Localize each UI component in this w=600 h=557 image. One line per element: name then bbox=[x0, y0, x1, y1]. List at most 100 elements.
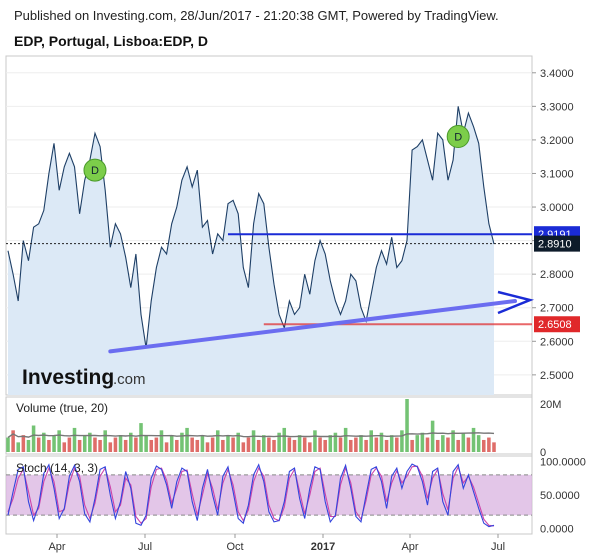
volume-bar bbox=[98, 439, 102, 452]
volume-bar bbox=[190, 437, 194, 452]
price-tick-label: 2.7000 bbox=[540, 303, 574, 315]
volume-bar bbox=[328, 435, 333, 452]
volume-tick-label: 0 bbox=[540, 447, 546, 459]
volume-bar bbox=[435, 439, 440, 452]
volume-bar bbox=[139, 423, 143, 452]
volume-bar bbox=[379, 432, 384, 452]
volume-bar bbox=[72, 427, 77, 452]
volume-bar bbox=[129, 432, 133, 452]
volume-bar bbox=[57, 430, 61, 452]
volume-title: Volume (true, 20) bbox=[16, 401, 108, 415]
volume-bar bbox=[461, 432, 466, 452]
volume-bar bbox=[400, 430, 404, 452]
volume-bar bbox=[313, 430, 317, 452]
volume-bar bbox=[62, 442, 67, 452]
volume-bar bbox=[364, 439, 368, 452]
x-tick-label: Jul bbox=[138, 541, 152, 553]
volume-bar bbox=[272, 439, 276, 452]
volume-bar bbox=[333, 432, 338, 452]
volume-bar bbox=[308, 442, 312, 452]
price-tick-label: 3.4000 bbox=[540, 68, 574, 80]
dividend-badge-label: D bbox=[454, 132, 462, 144]
support-label-box bbox=[534, 316, 580, 333]
volume-bar bbox=[410, 439, 414, 452]
volume-bar bbox=[323, 439, 327, 452]
volume-bar bbox=[354, 437, 358, 452]
volume-bar bbox=[123, 439, 128, 452]
volume-bar bbox=[481, 439, 486, 452]
volume-bar bbox=[11, 430, 15, 452]
price-area bbox=[8, 106, 494, 396]
volume-bar bbox=[262, 435, 266, 452]
volume-bar bbox=[221, 439, 225, 452]
volume-bar bbox=[36, 437, 41, 452]
price-tick-label: 3.0000 bbox=[540, 202, 574, 214]
volume-bar bbox=[118, 435, 123, 452]
stoch-tick-label: 0.0000 bbox=[540, 524, 574, 536]
volume-bar bbox=[77, 439, 82, 452]
volume-bar bbox=[374, 437, 379, 452]
volume-bar bbox=[451, 430, 455, 452]
dividend-badge bbox=[446, 125, 470, 149]
volume-bar bbox=[169, 435, 174, 452]
stoch-k-line bbox=[7, 463, 495, 528]
volume-bar bbox=[251, 430, 256, 452]
volume-bar bbox=[359, 435, 363, 452]
volume-bar bbox=[31, 425, 36, 452]
volume-bar bbox=[297, 435, 302, 452]
volume-bar bbox=[302, 437, 307, 452]
volume-bar bbox=[446, 437, 450, 452]
support-label: 2.6508 bbox=[538, 319, 572, 331]
volume-bar bbox=[384, 439, 389, 452]
last-price-label: 2.8910 bbox=[538, 239, 572, 251]
x-tick-label: Jul bbox=[491, 541, 505, 553]
volume-bar bbox=[134, 437, 138, 452]
volume-bar bbox=[267, 437, 271, 452]
volume-bar bbox=[88, 432, 92, 452]
volume-bar bbox=[287, 437, 292, 452]
volume-bar bbox=[241, 442, 246, 452]
stoch-title: Stoch (14, 3, 3) bbox=[16, 461, 98, 475]
volume-bar bbox=[389, 435, 394, 452]
volume-bar bbox=[348, 439, 353, 452]
volume-bar bbox=[185, 427, 189, 452]
volume-tick-label: 20M bbox=[540, 399, 561, 411]
volume-bar bbox=[471, 427, 476, 452]
volume-bar bbox=[231, 437, 235, 452]
price-tick-label: 3.1000 bbox=[540, 168, 574, 180]
volume-bar bbox=[82, 435, 87, 452]
x-tick-label: 2017 bbox=[311, 541, 335, 553]
volume-bar bbox=[425, 437, 430, 452]
price-tick-label: 2.5000 bbox=[540, 370, 574, 382]
volume-bar bbox=[108, 442, 113, 452]
stoch-tick-label: 100.0000 bbox=[540, 456, 586, 468]
volume-bar bbox=[256, 439, 261, 452]
volume-bar bbox=[21, 435, 26, 452]
price-tick-label: 2.6000 bbox=[540, 336, 574, 348]
volume-bar bbox=[236, 432, 240, 452]
volume-bar bbox=[226, 435, 230, 452]
stoch-d-line bbox=[7, 465, 495, 527]
volume-bar bbox=[52, 435, 56, 452]
x-tick-label: Oct bbox=[226, 541, 243, 553]
volume-bar bbox=[149, 439, 154, 452]
volume-bar bbox=[415, 435, 420, 452]
volume-bar bbox=[205, 442, 210, 452]
volume-bar bbox=[420, 432, 425, 452]
volume-bar bbox=[292, 439, 297, 452]
volume-bar bbox=[16, 442, 21, 452]
volume-bar bbox=[487, 437, 491, 452]
volume-bar bbox=[466, 437, 471, 452]
volume-bar bbox=[42, 432, 46, 452]
stoch-tick-label: 50.0000 bbox=[540, 490, 580, 502]
volume-bar bbox=[175, 439, 179, 452]
volume-bar bbox=[113, 437, 118, 452]
volume-bar bbox=[430, 420, 435, 452]
x-tick-label: Apr bbox=[48, 541, 65, 553]
investing-logo: Investing bbox=[22, 366, 114, 389]
price-tick-label: 3.2000 bbox=[540, 135, 574, 147]
volume-bar bbox=[456, 439, 460, 452]
volume-bar bbox=[103, 430, 107, 452]
volume-bar bbox=[6, 437, 10, 452]
